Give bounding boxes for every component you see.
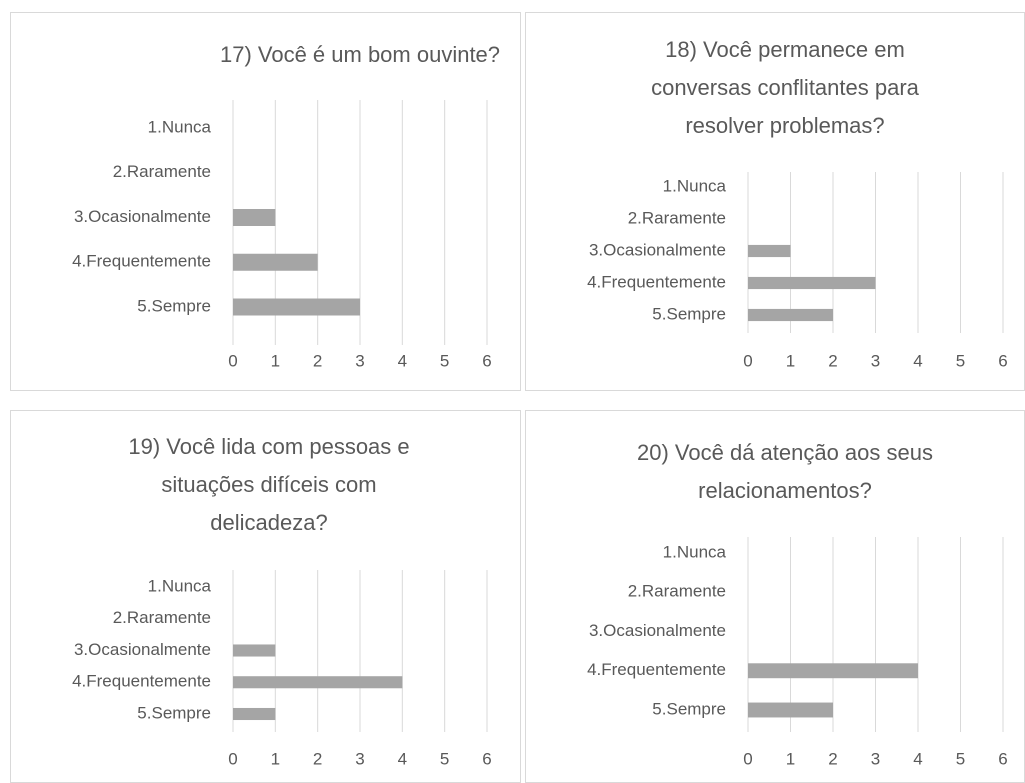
bar	[233, 208, 276, 227]
bar	[748, 663, 918, 679]
bar	[748, 308, 833, 322]
y-tick-label: 2.Raramente	[628, 208, 726, 227]
x-tick-label: 6	[998, 351, 1007, 370]
y-tick-label: 5.Sempre	[652, 304, 726, 323]
y-tick-label: 1.Nunca	[148, 117, 212, 136]
y-tick-label: 5.Sempre	[137, 703, 211, 722]
x-tick-label: 0	[743, 351, 752, 370]
x-tick-label: 2	[313, 749, 322, 768]
x-tick-label: 4	[398, 351, 407, 370]
x-tick-label: 5	[440, 351, 449, 370]
y-tick-label: 3.Ocasionalmente	[74, 640, 211, 659]
y-tick-label: 2.Raramente	[113, 162, 211, 181]
y-tick-label: 4.Frequentemente	[72, 252, 211, 271]
panel	[525, 12, 1025, 391]
bar	[748, 276, 876, 290]
bar	[233, 298, 360, 316]
y-tick-label: 3.Ocasionalmente	[589, 240, 726, 259]
y-tick-label: 2.Raramente	[113, 608, 211, 627]
y-tick-label: 1.Nunca	[663, 176, 727, 195]
x-tick-label: 1	[271, 749, 280, 768]
chart-title: 18) Você permanece em conversas conflita…	[651, 37, 919, 138]
x-tick-label: 5	[440, 749, 449, 768]
x-tick-label: 5	[956, 351, 965, 370]
y-tick-label: 4.Frequentemente	[72, 672, 211, 691]
x-tick-label: 4	[913, 749, 922, 768]
x-tick-label: 3	[355, 749, 364, 768]
panel	[525, 410, 1025, 783]
bar	[233, 253, 318, 271]
y-tick-label: 4.Frequentemente	[587, 660, 726, 679]
y-tick-label: 4.Frequentemente	[587, 272, 726, 291]
bar	[233, 707, 276, 721]
bar	[748, 702, 833, 718]
x-tick-label: 6	[482, 749, 491, 768]
x-tick-label: 2	[828, 749, 837, 768]
y-tick-label: 2.Raramente	[628, 582, 726, 601]
x-tick-label: 0	[228, 749, 237, 768]
x-tick-label: 2	[313, 351, 322, 370]
panel	[10, 12, 521, 391]
bar	[233, 644, 276, 657]
x-tick-label: 0	[743, 749, 752, 768]
chart-title: 20) Você dá atenção aos seus relacioname…	[637, 440, 933, 503]
x-tick-label: 3	[871, 749, 880, 768]
chart-title: 17) Você é um bom ouvinte?	[219, 42, 501, 67]
x-tick-label: 1	[786, 749, 795, 768]
x-tick-label: 3	[355, 351, 364, 370]
y-tick-label: 3.Ocasionalmente	[589, 621, 726, 640]
y-tick-label: 5.Sempre	[652, 699, 726, 718]
x-tick-label: 6	[998, 749, 1007, 768]
x-tick-label: 5	[956, 749, 965, 768]
x-tick-label: 0	[228, 351, 237, 370]
y-tick-label: 3.Ocasionalmente	[74, 207, 211, 226]
bar	[233, 676, 403, 689]
y-tick-label: 5.Sempre	[137, 296, 211, 315]
x-tick-label: 3	[871, 351, 880, 370]
x-tick-label: 6	[482, 351, 491, 370]
chart-title: 19) Você lida com pessoas e situações di…	[128, 434, 410, 535]
x-tick-label: 4	[913, 351, 922, 370]
x-tick-label: 1	[271, 351, 280, 370]
x-tick-label: 1	[786, 351, 795, 370]
bar	[748, 244, 791, 258]
y-tick-label: 1.Nunca	[148, 576, 212, 595]
x-tick-label: 2	[828, 351, 837, 370]
x-tick-label: 4	[398, 749, 407, 768]
y-tick-label: 1.Nunca	[663, 542, 727, 561]
